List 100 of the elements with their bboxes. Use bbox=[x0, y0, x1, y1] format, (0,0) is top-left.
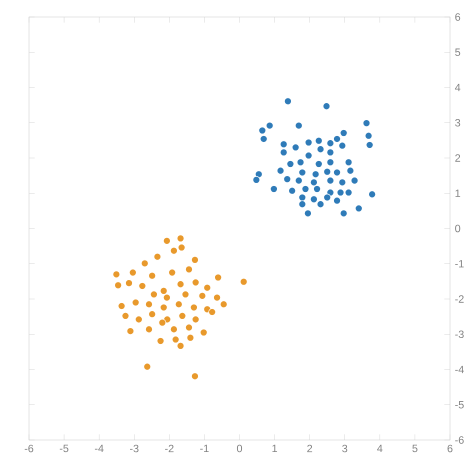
point bbox=[190, 304, 198, 312]
x-tick-label: 1 bbox=[272, 444, 278, 452]
point bbox=[138, 282, 146, 290]
point bbox=[304, 210, 312, 218]
point bbox=[304, 138, 312, 146]
y-tick-label: 6 bbox=[455, 13, 460, 21]
point bbox=[260, 135, 268, 143]
point bbox=[170, 326, 178, 334]
point bbox=[158, 318, 166, 326]
y-tick-label: -5 bbox=[455, 401, 464, 408]
point bbox=[333, 135, 341, 143]
x-tick-label: 5 bbox=[412, 444, 418, 452]
point bbox=[140, 260, 149, 268]
point bbox=[132, 298, 140, 306]
point bbox=[310, 178, 318, 186]
point bbox=[125, 279, 133, 287]
point bbox=[344, 158, 352, 166]
point bbox=[172, 336, 180, 344]
point bbox=[276, 166, 284, 174]
point bbox=[336, 188, 344, 196]
point bbox=[154, 252, 162, 260]
point bbox=[340, 210, 348, 218]
point bbox=[354, 204, 363, 212]
point bbox=[145, 326, 153, 334]
point bbox=[198, 292, 206, 300]
point bbox=[160, 304, 168, 312]
point bbox=[203, 284, 212, 292]
y-tick-label: -6 bbox=[455, 436, 464, 444]
x-tick-label: -5 bbox=[60, 444, 68, 452]
point bbox=[338, 142, 346, 150]
x-tick-label: -6 bbox=[24, 444, 34, 452]
point bbox=[333, 196, 341, 204]
point bbox=[270, 185, 278, 193]
point bbox=[135, 316, 143, 324]
y-tick-label: 5 bbox=[455, 48, 460, 56]
point bbox=[316, 200, 324, 208]
point bbox=[323, 194, 332, 202]
point bbox=[314, 136, 323, 145]
y-tick-label: -2 bbox=[455, 295, 464, 303]
point bbox=[252, 176, 260, 184]
point bbox=[175, 300, 183, 308]
point bbox=[313, 185, 321, 193]
point bbox=[284, 97, 292, 106]
point bbox=[240, 278, 248, 286]
point bbox=[122, 312, 130, 320]
point bbox=[160, 287, 168, 295]
x-tick-label: -1 bbox=[200, 444, 209, 452]
point bbox=[170, 246, 178, 255]
x-tick-label: -3 bbox=[130, 444, 139, 452]
point bbox=[364, 132, 372, 140]
y-tick-label: 0 bbox=[455, 224, 460, 232]
point bbox=[192, 316, 200, 324]
point bbox=[323, 168, 332, 176]
point bbox=[368, 190, 376, 198]
point bbox=[322, 102, 330, 110]
point bbox=[312, 170, 320, 178]
point bbox=[258, 126, 266, 134]
point bbox=[186, 334, 194, 342]
point bbox=[292, 144, 300, 152]
x-tick-label: 3 bbox=[342, 444, 348, 452]
y-tick-label: -3 bbox=[455, 330, 464, 338]
point bbox=[143, 362, 152, 370]
point bbox=[112, 270, 120, 278]
x-tick-label: 2 bbox=[307, 444, 312, 452]
point bbox=[145, 300, 153, 308]
point bbox=[280, 148, 288, 156]
point bbox=[326, 176, 334, 184]
point bbox=[185, 266, 193, 274]
point bbox=[168, 268, 176, 276]
point bbox=[310, 195, 318, 204]
point bbox=[298, 168, 306, 176]
point bbox=[126, 327, 134, 335]
x-tick-label: 4 bbox=[377, 444, 382, 452]
point bbox=[191, 256, 199, 264]
x-tick-label: -4 bbox=[94, 444, 104, 452]
point bbox=[350, 176, 358, 184]
point bbox=[208, 308, 216, 316]
point bbox=[346, 166, 354, 174]
point bbox=[283, 175, 292, 183]
point bbox=[340, 129, 348, 137]
point bbox=[298, 194, 306, 202]
point bbox=[150, 290, 158, 298]
point bbox=[326, 139, 334, 147]
point bbox=[326, 148, 334, 156]
point bbox=[220, 300, 228, 308]
y-tick-label: 4 bbox=[454, 84, 460, 92]
point bbox=[185, 324, 193, 332]
point bbox=[176, 342, 184, 350]
x-tick-label: 6 bbox=[448, 444, 452, 452]
point bbox=[316, 145, 324, 153]
y-tick-label: 2 bbox=[455, 154, 460, 162]
point bbox=[298, 200, 306, 208]
point bbox=[314, 160, 323, 168]
point bbox=[176, 280, 184, 288]
point bbox=[178, 244, 186, 252]
y-tick-label: 1 bbox=[456, 190, 460, 197]
point bbox=[192, 278, 200, 286]
point bbox=[176, 234, 184, 242]
point bbox=[156, 337, 164, 345]
x-tick-label: -2 bbox=[165, 444, 174, 452]
